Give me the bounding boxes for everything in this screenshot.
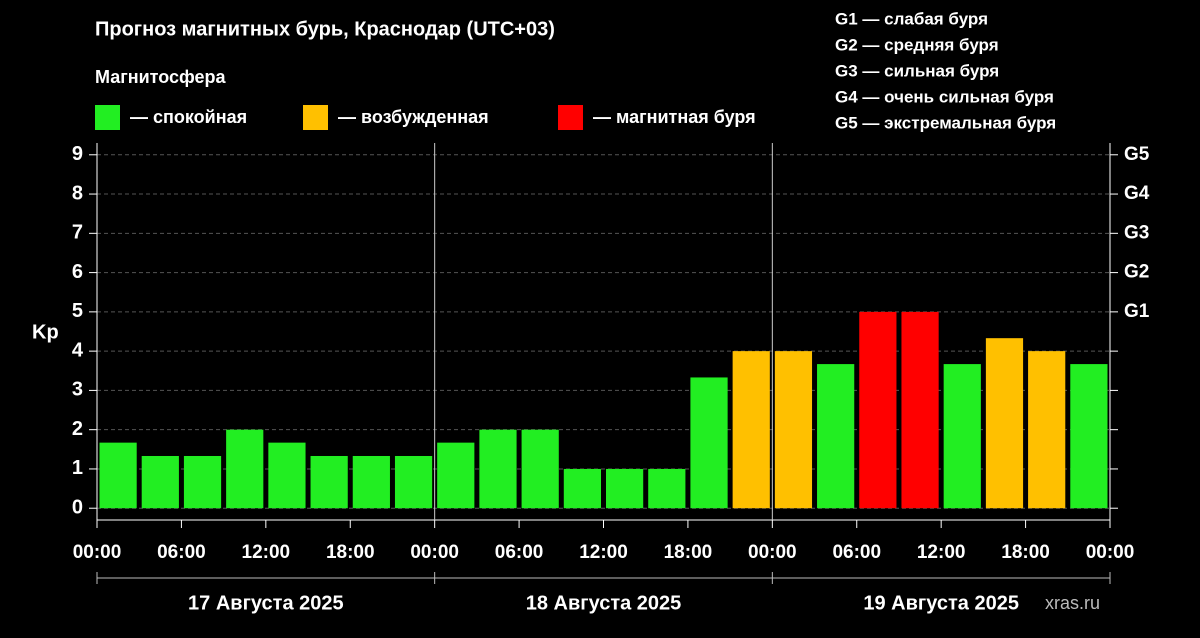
legend-label: — магнитная буря xyxy=(593,107,756,127)
x-tick-label: 18:00 xyxy=(1001,542,1050,563)
y-tick-label: 5 xyxy=(72,300,83,322)
y-tick-label: 8 xyxy=(72,182,83,204)
bar xyxy=(141,455,179,509)
day-label: 17 Августа 2025 xyxy=(188,592,344,614)
x-tick-label: 12:00 xyxy=(917,542,966,563)
bar xyxy=(648,468,686,509)
legend-title: Магнитосфера xyxy=(95,67,227,87)
watermark: xras.ru xyxy=(1045,593,1100,613)
bar xyxy=(690,377,728,509)
bar xyxy=(99,442,137,509)
legend-label: — возбужденная xyxy=(338,107,489,127)
bar xyxy=(606,468,644,509)
scale-legend-item: G1 — слабая буря xyxy=(835,9,988,28)
bar xyxy=(268,442,306,509)
x-tick-label: 00:00 xyxy=(1086,542,1135,563)
scale-legend-item: G4 — очень сильная буря xyxy=(835,87,1054,106)
x-tick-label: 00:00 xyxy=(748,542,797,563)
bar xyxy=(310,455,348,509)
y2-tick-label: G4 xyxy=(1124,183,1150,204)
legend-swatch xyxy=(95,105,120,130)
y-tick-label: 3 xyxy=(72,379,83,401)
x-tick-label: 06:00 xyxy=(157,542,206,563)
y-tick-label: 9 xyxy=(72,143,83,165)
y-tick-label: 4 xyxy=(72,339,84,361)
bar xyxy=(437,442,475,509)
bar xyxy=(901,311,939,509)
bar xyxy=(732,351,770,509)
y-axis-label: Kp xyxy=(32,321,59,343)
x-tick-label: 00:00 xyxy=(410,542,459,563)
scale-legend-item: G2 — средняя буря xyxy=(835,35,999,54)
bar xyxy=(183,455,222,509)
x-tick-label: 06:00 xyxy=(495,542,544,563)
x-tick-label: 18:00 xyxy=(664,542,713,563)
legend-label: — спокойная xyxy=(130,107,247,127)
x-tick-label: 06:00 xyxy=(832,542,881,563)
x-tick-label: 12:00 xyxy=(579,542,628,563)
x-tick-label: 18:00 xyxy=(326,542,375,563)
chart-title: Прогноз магнитных бурь, Краснодар (UTC+0… xyxy=(95,18,555,40)
bar xyxy=(817,364,855,509)
bar xyxy=(479,429,517,509)
bar xyxy=(943,364,981,509)
day-label: 18 Августа 2025 xyxy=(526,592,682,614)
bar xyxy=(394,455,433,509)
legend-swatch xyxy=(303,105,328,130)
legend-swatch xyxy=(558,105,583,130)
bar xyxy=(1070,364,1108,509)
bar xyxy=(563,468,601,509)
bar xyxy=(859,311,897,509)
y-tick-label: 7 xyxy=(72,222,83,244)
y2-tick-label: G2 xyxy=(1124,262,1149,283)
bar xyxy=(352,455,390,509)
x-tick-label: 00:00 xyxy=(73,542,122,563)
scale-legend-item: G5 — экстремальная буря xyxy=(835,113,1056,132)
scale-legend-item: G3 — сильная буря xyxy=(835,61,999,80)
bar xyxy=(774,351,813,509)
y2-tick-label: G3 xyxy=(1124,222,1149,243)
bar xyxy=(521,429,559,509)
y-tick-label: 2 xyxy=(72,418,83,440)
bar xyxy=(226,429,264,509)
day-label: 19 Августа 2025 xyxy=(863,592,1019,614)
y2-tick-label: G5 xyxy=(1124,144,1150,165)
y-tick-label: 6 xyxy=(72,261,83,283)
y-tick-label: 0 xyxy=(72,497,83,519)
bar xyxy=(1028,351,1066,509)
bar xyxy=(985,338,1024,509)
x-tick-label: 12:00 xyxy=(242,542,291,563)
y-tick-label: 1 xyxy=(72,457,83,479)
y2-tick-label: G1 xyxy=(1124,301,1150,322)
